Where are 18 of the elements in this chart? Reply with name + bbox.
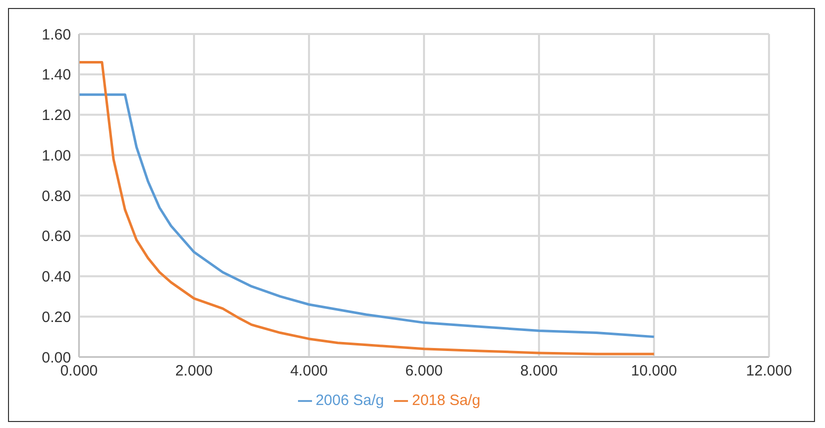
x-tick-label: 8.000 (520, 362, 558, 380)
line-series (79, 61, 656, 356)
y-tick-label: 1.60 (42, 26, 71, 44)
x-tick-label: 4.000 (290, 362, 328, 380)
y-tick-label: 0.40 (42, 268, 71, 286)
y-tick-label: 0.60 (42, 228, 71, 246)
x-tick-label: 2.000 (175, 362, 213, 380)
line-series (79, 93, 656, 338)
y-tick-label: 1.00 (42, 147, 71, 164)
legend-label: 2006 Sa/g (316, 392, 384, 409)
y-tick-label: 0.20 (42, 308, 71, 326)
x-tick-label: 6.000 (405, 362, 443, 380)
y-tick-label: 1.20 (42, 107, 71, 124)
legend-label: 2018 Sa/g (412, 392, 480, 409)
x-tick-label: 10.000 (631, 362, 677, 380)
y-tick-label: 1.40 (42, 66, 71, 84)
x-tick-label: 12.000 (746, 362, 792, 380)
y-tick-label: 0.80 (42, 188, 71, 205)
